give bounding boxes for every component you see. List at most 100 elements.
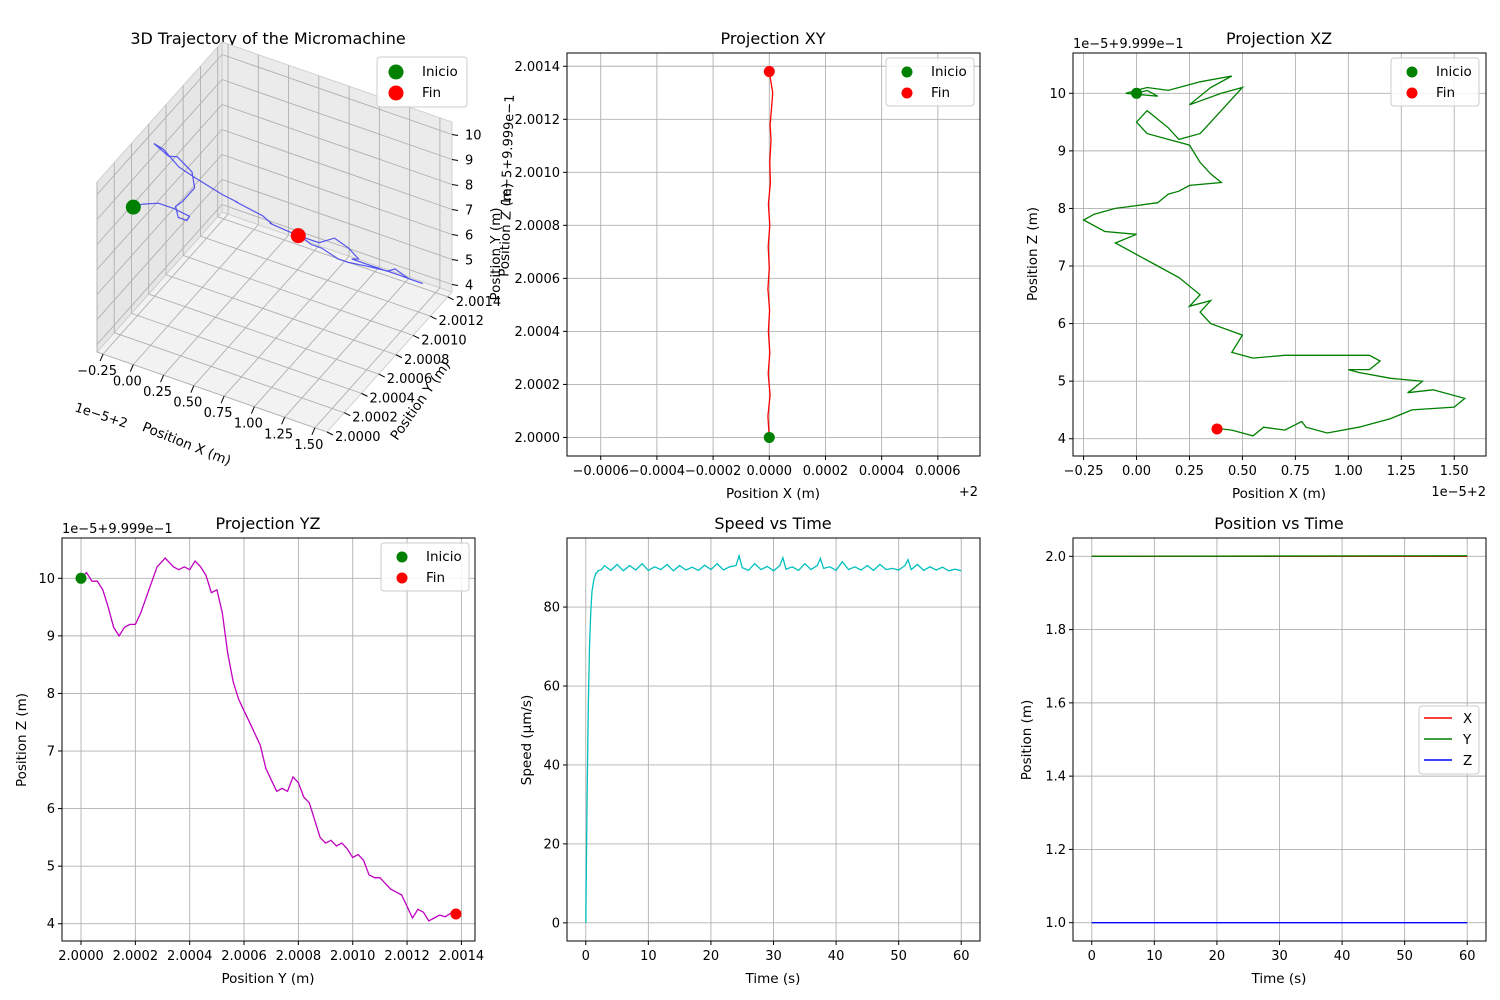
x-tick-label: 30: [765, 949, 782, 964]
y-tick-label: 4: [47, 917, 55, 932]
legend-label-fin: Fin: [422, 85, 441, 101]
plot-xy-title: Projection XY: [721, 29, 826, 48]
z-tick: [451, 259, 459, 261]
plot-xy-xlabel: Position X (m): [726, 486, 820, 502]
marker-fin: [450, 908, 462, 920]
marker-inicio: [125, 199, 141, 215]
z-tick-label: 10: [465, 129, 482, 144]
plot-yz-title: Projection YZ: [216, 514, 321, 533]
x-tick-label: 0.75: [1281, 464, 1310, 479]
x-gridline: [102, 213, 229, 355]
x-tick: [281, 417, 286, 425]
y-gridline: [217, 216, 448, 298]
legend-label-fin: Fin: [931, 85, 950, 101]
plot-xz-y-offset: 1e−5+9.999e−1: [1073, 37, 1184, 52]
y-gridline: [131, 312, 362, 394]
y-tick-label: 1.8: [1045, 623, 1066, 638]
x-tick-label: 0.25: [143, 385, 172, 400]
plot-speed-ticks: 0 10 20 30 40 50 60 0 20 40 60 80: [543, 601, 969, 964]
legend-marker-inicio: [1406, 66, 1418, 78]
x-tick-label: 1.25: [1387, 464, 1416, 479]
marker-fin: [290, 228, 306, 244]
x-tick-label: −0.0002: [685, 464, 741, 479]
legend-marker-inicio: [901, 66, 913, 78]
plot-xz-series: [1082, 75, 1467, 437]
x-tick-label: 0.50: [1228, 464, 1257, 479]
plot-3d-ticks: −0.250.000.250.500.751.001.251.50 2.0000 2…: [77, 129, 501, 453]
x-tick-label: 2.0002: [113, 949, 159, 964]
plot-position-ylabel: Position (m): [1019, 700, 1035, 781]
legend-label-y: Y: [1462, 732, 1472, 748]
y-tick-label: 2.0010: [421, 333, 467, 348]
x-tick-label: 0.75: [204, 406, 233, 421]
x-tick-label: −0.25: [77, 364, 117, 379]
series-line-y: [1091, 555, 1468, 557]
y-tick-label: 7: [47, 745, 55, 760]
x-gridline: [314, 287, 441, 429]
plot-speed-xlabel: Time (s): [745, 971, 801, 987]
x-tick-label: 2.0014: [439, 949, 485, 964]
y-tick-label: 60: [543, 680, 560, 695]
x-tick-label: 30: [1271, 949, 1288, 964]
y-tick-label: 40: [543, 758, 560, 773]
plot-projection-xy: Projection XY −0.0006 −0.0004 −0.0002 0.000…: [488, 29, 981, 502]
x-gridline: [163, 234, 289, 376]
legend-marker-fin: [1406, 87, 1418, 99]
y-tick: [344, 412, 351, 417]
y-tick: [447, 296, 454, 301]
x-tick-label: 2.0012: [384, 949, 430, 964]
legend-label-x: X: [1463, 711, 1472, 727]
plot-yz-series: [75, 557, 462, 922]
x-tick-label: 2.0008: [276, 949, 322, 964]
x-tick-label: 0.0006: [915, 464, 961, 479]
legend-marker-fin: [388, 85, 404, 101]
y-tick-label: 9: [47, 629, 55, 644]
z-gridline: [221, 154, 453, 235]
plot-position-vs-time: Position vs Time 0 10 20 30 40 50 60 1.0 1.2 1.4 1…: [1019, 514, 1487, 987]
y-tick: [412, 335, 420, 339]
y-tick-label: 1.2: [1045, 843, 1066, 858]
x-tick: [129, 364, 134, 372]
y-gridline: [200, 235, 431, 317]
plot-3d-zlabel: Position Z (m): [496, 183, 515, 278]
x-tick-label: 0: [582, 949, 590, 964]
z-tick: [451, 234, 459, 236]
x-tick-label: 1.50: [1440, 464, 1469, 479]
x-tick-label: 40: [1334, 949, 1351, 964]
x-tick-label: 0.00: [113, 375, 142, 390]
z-gridline: [96, 54, 223, 195]
x-tick-label: 0.0004: [859, 464, 905, 479]
x-tick: [99, 353, 104, 362]
x-gridline: [284, 276, 410, 418]
z-tick-label: 9: [465, 154, 473, 169]
x-tick-label: 10: [1146, 949, 1163, 964]
x-tick-label: 1.50: [294, 438, 323, 453]
plot-xy-ticks: −0.0006 −0.0004 −0.0002 0.0000 0.0002 0.0004 0…: [515, 60, 961, 479]
z-gridline: [221, 104, 453, 185]
z-tick: [451, 159, 459, 161]
plot-yz-legend: Inicio Fin: [380, 542, 470, 592]
legend-box: [1418, 705, 1480, 775]
y-tick-label: 6: [47, 802, 55, 817]
x-tick-label: 2.0004: [167, 949, 213, 964]
marker-inicio: [75, 572, 87, 584]
plot-xy-frame: [566, 52, 981, 457]
legend-label-inicio: Inicio: [1436, 64, 1472, 80]
z-gridline: [221, 129, 453, 210]
y-tick-label: 2.0010: [515, 166, 561, 181]
legend-label-fin: Fin: [426, 570, 445, 586]
plot-3d-xlabel: Position X (m): [140, 419, 233, 469]
z-tick: [451, 284, 459, 286]
y-gridline: [183, 255, 414, 336]
plot-xz-xlabel: Position X (m): [1232, 486, 1326, 502]
z-gridline: [96, 104, 223, 245]
z-gridline: [96, 204, 223, 345]
y-tick-label: 8: [47, 687, 55, 702]
plot-3d-trajectory: 3D Trajectory of the Micromachine −0.250…: [73, 29, 518, 469]
plot-yz-ylabel: Position Z (m): [14, 693, 30, 787]
plot-xz-ticks: −0.25 0.00 0.25 0.50 0.75 1.00 1.25 1.50 4 5 6 7 8 9 1…: [1049, 87, 1468, 479]
y-tick-label: 20: [543, 837, 560, 852]
y-tick-label: 5: [47, 860, 55, 875]
plot-3d-legend: Inicio Fin: [376, 56, 468, 108]
legend-label-z: Z: [1463, 753, 1472, 769]
